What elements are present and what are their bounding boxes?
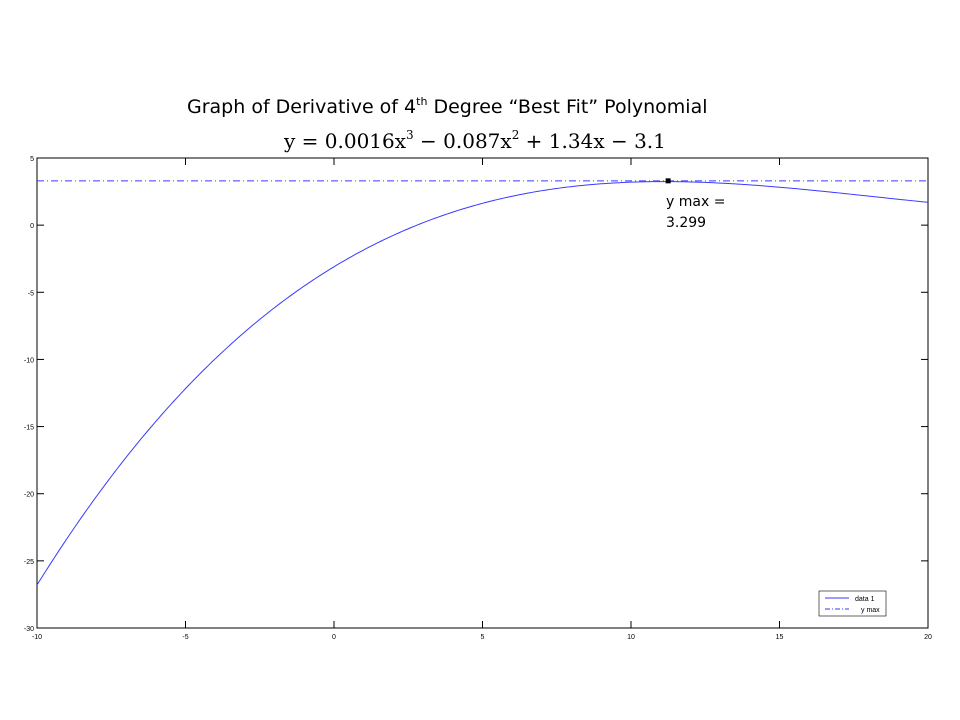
y-tick-label: 5 <box>30 156 34 163</box>
ymax-annotation: y max = 3.299 <box>666 192 725 234</box>
x-tick-label: 5 <box>481 634 485 641</box>
equation-exponent-2: 2 <box>511 128 520 142</box>
ymax-annotation-line-1: y max = <box>666 194 726 210</box>
x-tick-label: -10 <box>32 634 42 641</box>
curve-layer <box>36 181 929 586</box>
chart-title: Graph of Derivative of 4th Degree “Best … <box>187 95 708 118</box>
chart-equation: y = 0.0016x3 − 0.087x2 + 1.34x − 3.1 <box>284 128 666 153</box>
legend-box <box>818 590 887 617</box>
chart-title-suffix: Degree “Best Fit” Polynomial <box>427 96 708 118</box>
chart-title-prefix: Graph of Derivative of 4 <box>187 96 417 118</box>
x-tick-label: 0 <box>332 634 336 641</box>
series-line-data-1 <box>36 181 929 586</box>
x-tick-label: 10 <box>627 634 635 641</box>
chart-title-superscript: th <box>416 95 428 108</box>
axis-ticks: -10 -5 0 5 10 15 20 5 0 -5 -10 -15 -20 -25 -30 <box>24 156 932 641</box>
equation-part-2: − 0.087x <box>413 129 512 153</box>
y-tick-label: -20 <box>24 492 34 499</box>
ymax-annotation-line-2: 3.299 <box>666 215 707 231</box>
equation-exponent-1: 3 <box>406 128 414 142</box>
ymax-marker <box>665 178 671 184</box>
plot-area <box>36 157 929 629</box>
y-tick-label: -5 <box>28 290 34 297</box>
y-tick-label: -10 <box>24 357 34 364</box>
x-tick-label: 15 <box>776 634 784 641</box>
legend-label-data-1: data 1 <box>855 596 875 603</box>
equation-part-3: + 1.34x − 3.1 <box>519 129 666 153</box>
marker-layer <box>665 178 671 184</box>
y-tick-label: -30 <box>24 626 34 633</box>
equation-part-1: y = 0.0016x <box>284 129 407 153</box>
y-tick-label: -15 <box>24 425 34 432</box>
y-tick-label: -25 <box>24 559 34 566</box>
x-tick-label: -5 <box>182 634 188 641</box>
legend-label-y-max: y max <box>861 607 880 614</box>
x-tick-label: 20 <box>924 634 932 641</box>
y-tick-label: 0 <box>30 223 34 230</box>
legend: data 1 y max <box>818 590 887 617</box>
